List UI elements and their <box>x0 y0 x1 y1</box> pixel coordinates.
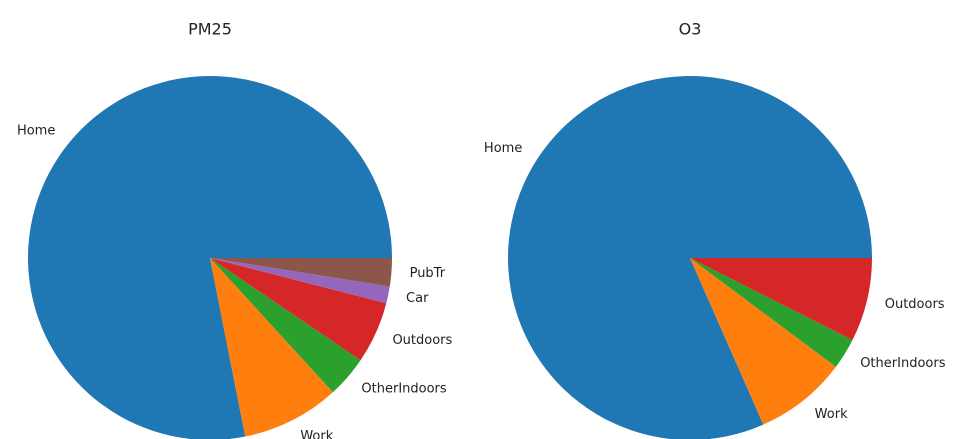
chart-title: PM25 <box>188 20 232 39</box>
slice-label: Home <box>17 123 55 138</box>
slice-label: PubTr <box>410 266 446 281</box>
slice-label: OtherIndoors <box>860 356 945 371</box>
pie-slice <box>28 76 392 439</box>
pie-slice <box>210 258 387 361</box>
pie-slice <box>210 258 392 287</box>
slice-label: Outdoors <box>392 333 452 348</box>
pie-slice <box>690 258 836 425</box>
slice-label: Car <box>406 291 429 306</box>
pie-slice <box>210 258 390 304</box>
slice-label: Outdoors <box>885 297 945 312</box>
slice-label: OtherIndoors <box>361 381 446 396</box>
pie-slice <box>690 258 872 341</box>
slice-label: Home <box>484 141 522 156</box>
pie-slice <box>690 258 853 367</box>
slice-label: Work <box>300 429 333 439</box>
pie-slice <box>508 76 872 439</box>
slice-label: Work <box>815 407 848 422</box>
pie-slice <box>210 258 333 437</box>
pie-slice <box>210 258 361 393</box>
chart-title: O3 <box>679 20 702 39</box>
